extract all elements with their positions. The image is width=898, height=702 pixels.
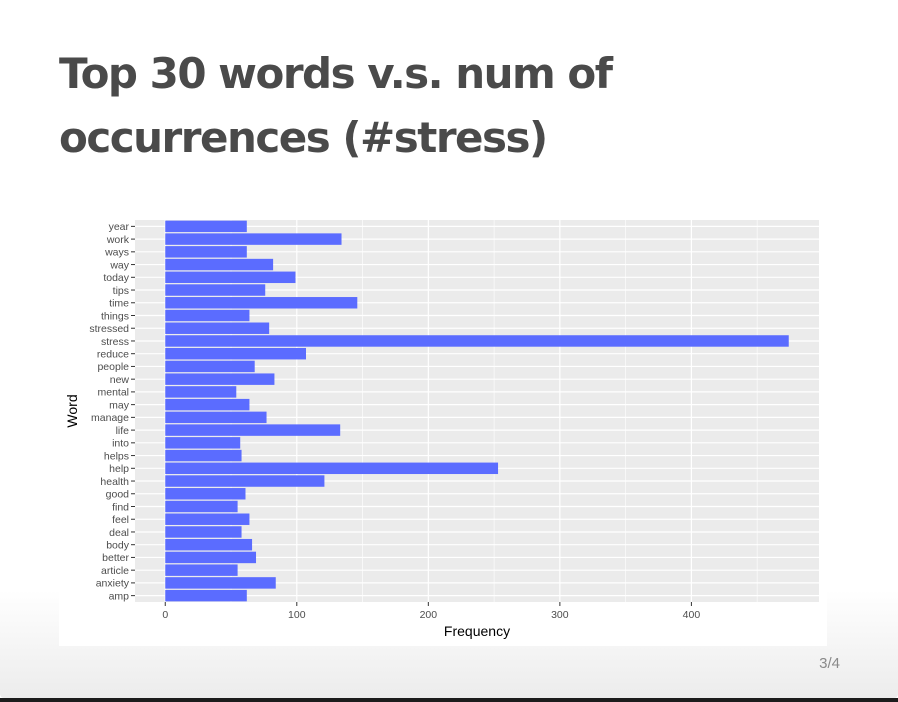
bar-stressed [165,322,270,334]
slide-bottom-edge [0,698,898,702]
y-tick-label: into [112,438,129,450]
bar-today [165,271,296,284]
bar-new [165,373,275,385]
bar-helps [165,449,242,462]
y-tick-label: helps [104,450,129,462]
y-tick-label: deal [109,527,129,539]
y-tick-label: time [109,298,129,310]
bar-health [165,475,325,487]
x-tick-label: 0 [162,609,168,621]
bar-may [165,398,250,411]
bar-good [165,488,246,500]
y-tick-label: people [97,361,129,373]
y-tick-label: article [101,565,129,577]
bar-way [165,258,274,271]
bar-people [165,360,255,373]
bar-stress [165,335,789,347]
y-axis-ticks: yearworkwayswaytodaytipstimethingsstress… [89,221,135,602]
bar-feel [165,513,250,525]
y-tick-label: better [102,552,129,564]
bar-into [165,437,241,449]
x-tick-label: 400 [683,609,701,621]
bar-body [165,538,253,551]
bar-better [165,551,257,564]
y-tick-label: help [109,463,129,475]
x-axis-title: Frequency [444,623,510,639]
y-tick-label: anxiety [96,578,130,590]
bar-manage [165,411,267,424]
bar-things [165,309,250,322]
y-tick-label: life [116,425,130,437]
bar-tips [165,284,266,296]
x-tick-label: 100 [288,609,306,621]
slide-title: Top 30 words v.s. num of occurrences (#s… [59,49,613,162]
y-tick-label: good [106,489,130,501]
bar-article [165,564,238,576]
bar-ways [165,246,247,258]
y-tick-label: year [109,221,130,233]
bar-chart: yearworkwayswaytodaytipstimethingsstress… [64,220,819,639]
y-tick-label: amp [109,590,130,602]
y-tick-label: mental [97,387,129,399]
y-tick-label: things [101,310,129,322]
y-tick-label: feel [112,514,129,526]
x-axis-ticks: 0 100 200 300 400 [162,602,700,621]
bar-anxiety [165,577,276,589]
bars [165,220,789,602]
bar-mental [165,386,237,398]
y-tick-label: today [103,272,129,284]
bar-work [165,233,342,245]
chart-panel: year work ways way today tips time things stress… [59,210,827,646]
bar-time [165,297,358,309]
bar-help [165,462,499,475]
y-tick-label: new [110,374,130,386]
bar-year [165,220,247,233]
y-tick-label: ways [104,247,129,259]
bar-deal [165,526,242,538]
y-tick-label: may [109,399,130,411]
bar-reduce [165,347,306,360]
x-tick-label: 300 [551,609,569,621]
bar-life [165,424,341,436]
y-tick-label: work [106,234,130,246]
y-tick-label: reduce [97,349,129,361]
y-tick-label: body [106,540,130,552]
bar-amp [165,589,247,602]
y-tick-label: stressed [89,323,129,335]
bar-find [165,500,238,513]
page-number: 3/4 [819,655,840,672]
y-tick-label: health [100,476,129,488]
y-axis-title: Word [64,394,80,427]
y-tick-label: way [109,259,129,271]
y-tick-label: stress [101,336,129,348]
plot-background [135,220,819,602]
y-tick-label: find [112,501,129,513]
y-tick-label: manage [91,412,129,424]
x-tick-label: 200 [420,609,438,621]
y-tick-label: tips [113,285,129,297]
